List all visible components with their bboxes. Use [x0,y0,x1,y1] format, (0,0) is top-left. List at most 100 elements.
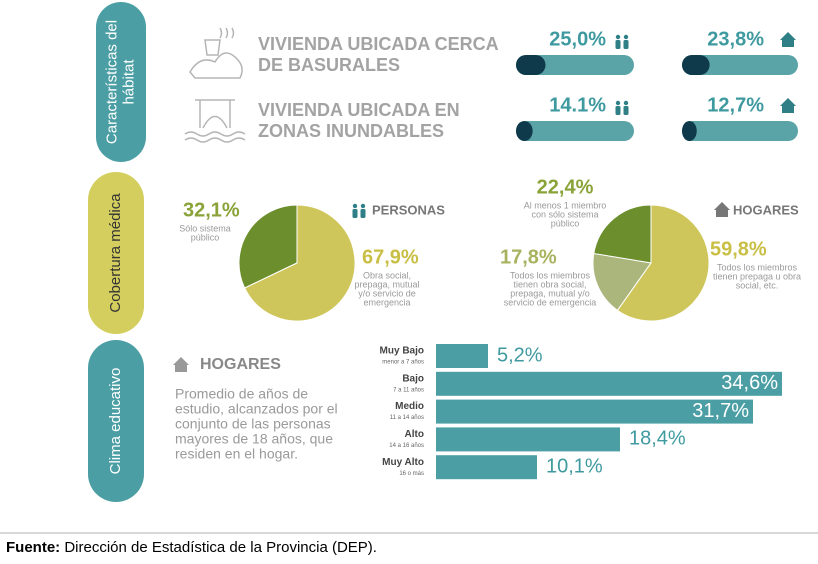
bar [436,427,620,452]
row-title: ZONAS INUNDABLES [258,121,444,141]
pie-slice [616,204,710,322]
bar [436,371,782,396]
value-label: 22,4% [537,176,594,198]
value-label: 67,9% [362,246,419,268]
value-label: 25,0% [549,28,606,50]
value-label: 17,8% [500,246,557,268]
slice-description: Todos los miembros [717,262,798,272]
bar-fill [516,121,533,141]
row-title: VIVIENDA UBICADA CERCA [258,34,499,54]
bar-track [516,55,634,75]
level-name: Medio [395,401,424,412]
icon-part [352,209,358,218]
heading: HOGARES [733,202,799,217]
value-label: 59,8% [710,238,767,260]
slice-description: con sólo sistema [531,209,598,219]
slice-description: Al menos 1 miembro [524,200,607,210]
bar [436,344,488,368]
row-title: DE BASURALES [258,55,400,75]
section-label: Clima educativo [107,368,124,475]
level-range: menor a 7 años [382,360,424,366]
icon-part [623,106,629,115]
value-label: 5,2% [497,344,543,366]
icon-part [623,100,629,106]
source-label: Fuente: [6,539,60,556]
section-label: Características del [103,20,120,144]
value-label: 10,1% [546,455,603,477]
level-name: Muy Alto [382,457,424,468]
icon-part [623,34,629,40]
value-label: 14.1% [549,94,606,116]
value-label: 31,7% [692,400,749,422]
row-title: VIVIENDA UBICADA EN [258,100,460,120]
heading: HOGARES [200,356,281,373]
flood-icon [184,99,246,143]
level-name: Muy Bajo [380,346,424,357]
level-name: Bajo [402,373,424,384]
icon-part [360,209,366,218]
bar-fill [682,121,697,141]
value-label: 23,8% [707,28,764,50]
icon-part [352,203,358,209]
house-icon [173,357,189,372]
bar [436,399,753,424]
slice-description: prepaga, mutual [354,279,419,289]
slice-description: público [551,218,580,228]
pie-slice [244,204,356,322]
pie-slice [593,204,652,264]
bar-track [516,121,634,141]
section-pill [96,2,146,162]
slice-description: prepaga, mutual y/o [510,288,590,298]
section-pill [88,172,144,334]
section-pill [88,340,144,502]
value-label: 32,1% [183,199,240,221]
icon-part [615,100,621,106]
heading: PERSONAS [372,202,445,217]
house-icon [714,202,730,217]
level-range: 11 a 14 años [390,415,424,421]
house-icon [780,32,796,47]
level-range: 14 a 16 años [389,443,424,449]
bar-fill [516,55,546,75]
level-name: Alto [405,429,424,440]
bar-track [682,121,798,141]
bar-track [682,55,798,75]
slice-description: servicio de emergencia [504,297,597,307]
slice-description: tienen prepaga u obra [713,271,801,281]
bar-fill [682,55,710,75]
level-range: 7 a 11 años [393,387,424,393]
slice-description: emergencia [363,297,410,307]
description: residen en el hogar. [175,446,298,462]
person-icon [615,34,629,49]
icon-part [623,40,629,49]
description: mayores de 18 años, que [175,431,333,447]
slice-description: Todos los miembros [510,270,591,280]
source-text: Dirección de Estadística de la Provincia… [64,539,377,556]
house-icon [780,98,796,113]
value-label: 34,6% [721,372,778,394]
value-label: 18,4% [629,428,686,450]
bar [436,455,537,480]
slice-description: social, etc. [736,280,779,290]
icon-part [360,203,366,209]
slice-description: Sólo sistema [179,223,231,233]
slice-description: Obra social, [363,270,411,280]
icon-part [615,40,621,49]
description: Promedio de años de [175,386,308,402]
pie-slice [238,204,298,289]
waste-icon [189,27,243,79]
level-range: 16 o más [399,471,424,477]
value-label: 12,7% [707,94,764,116]
description: estudio, alcanzados por el [175,401,338,417]
description: conjunto de las personas [175,416,331,432]
slice-description: público [191,232,220,242]
person-icon [352,203,366,218]
slice-description: y/o servicio de [358,288,416,298]
section-label: hábitat [120,59,137,105]
source: Fuente: Dirección de Estadística de la P… [6,539,377,556]
icon-part [615,34,621,40]
person-icon [615,100,629,115]
slice-description: tienen obra social, [513,279,586,289]
